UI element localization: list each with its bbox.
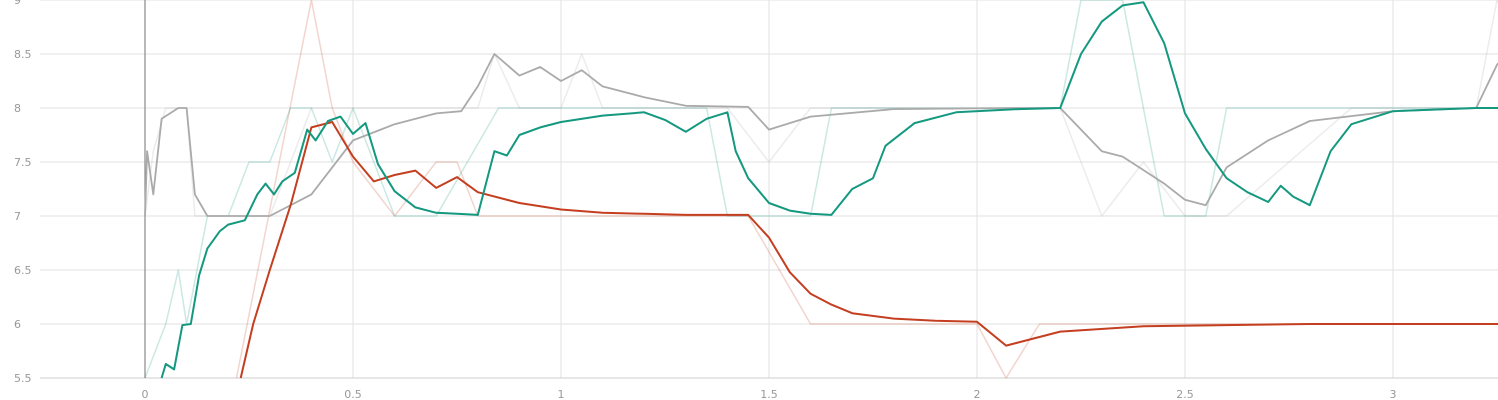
series-layer bbox=[144, 0, 1498, 379]
x-tick-label: 2.5 bbox=[1176, 388, 1194, 400]
x-tick-label: 1.5 bbox=[760, 388, 778, 400]
series-smoothed-line bbox=[239, 121, 1498, 379]
series-smoothed-line bbox=[160, 1, 1498, 379]
y-tick-label: 5.5 bbox=[14, 372, 32, 385]
series-raw-line bbox=[144, 0, 1498, 217]
y-tick-label: 8 bbox=[14, 102, 21, 115]
series-smoothed-line bbox=[144, 53, 1498, 217]
grid bbox=[40, 0, 1498, 379]
series-raw-line bbox=[144, 0, 1498, 379]
y-tick-label: 7.5 bbox=[14, 156, 32, 169]
x-tick-label: 2 bbox=[974, 388, 981, 400]
y-tick-label: 8.5 bbox=[14, 48, 32, 61]
y-axis-ticks: 5.5 6 6.5 7 7.5 8 8.5 9 bbox=[14, 0, 32, 385]
x-axis-ticks: .500.511.522.533.544.555.56 bbox=[142, 388, 1397, 400]
x-tick-label: 0 bbox=[142, 388, 149, 400]
x-tick-label: 0.5 bbox=[344, 388, 362, 400]
y-tick-label: 7 bbox=[14, 210, 21, 223]
x-tick-label: 3 bbox=[1390, 388, 1397, 400]
y-tick-label: 9 bbox=[14, 0, 21, 7]
series-raw-line bbox=[235, 0, 1498, 379]
y-tick-label: 6 bbox=[14, 318, 21, 331]
x-tick-label: 1 bbox=[558, 388, 565, 400]
y-tick-label: 6.5 bbox=[14, 264, 32, 277]
